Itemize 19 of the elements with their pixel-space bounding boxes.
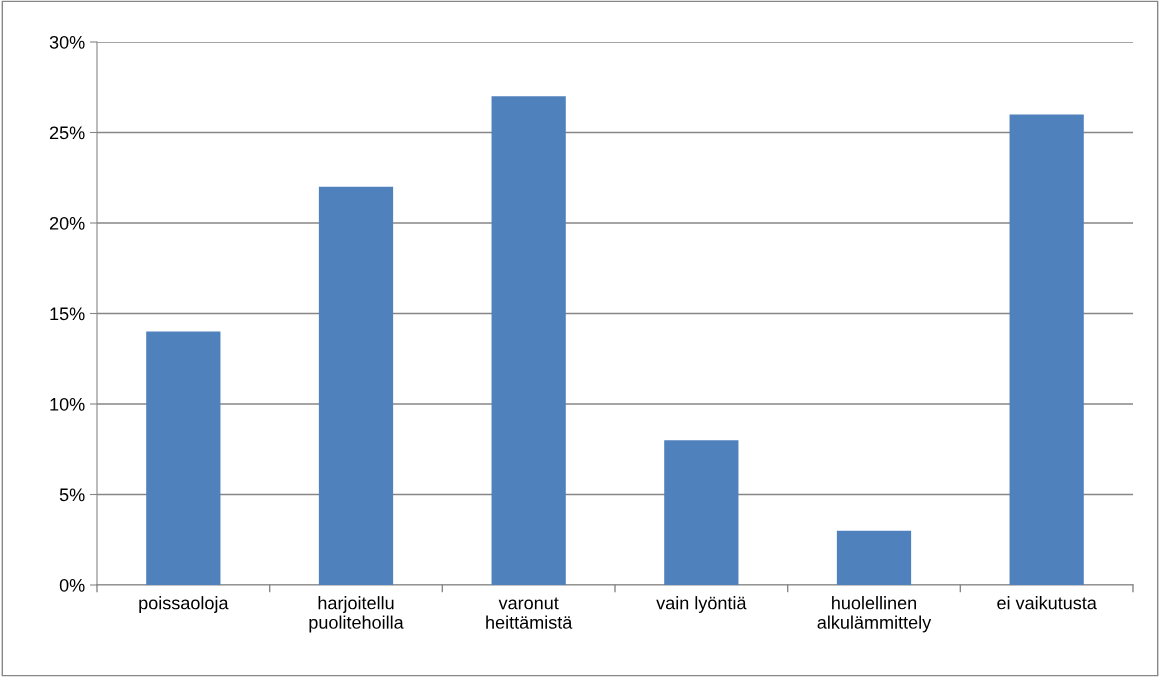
y-tick-label: 30% <box>49 35 85 49</box>
bar <box>1009 114 1084 585</box>
bar <box>318 186 394 585</box>
y-tick-label: 25% <box>49 126 85 140</box>
bar <box>491 96 566 585</box>
y-tick-label: 0% <box>59 578 85 592</box>
bar <box>836 530 912 585</box>
bar <box>664 440 739 585</box>
x-tick-label: poissaoloja <box>139 596 229 613</box>
x-tick-label: huolellinen alkulämmittely <box>817 596 932 633</box>
y-tick-label: 10% <box>50 397 85 411</box>
y-tick-label: 15% <box>50 307 85 321</box>
x-tick-label: vain lyöntiä <box>656 596 747 613</box>
x-tick-label: varonut heittämistä <box>486 597 573 629</box>
x-tick-label: ei vaikutusta <box>997 596 1097 610</box>
x-tick-label: harjoitellu puolitehoilla <box>309 596 404 633</box>
y-tick-label: 5% <box>59 488 85 502</box>
y-tick-label: 20% <box>49 216 85 230</box>
bar <box>146 331 221 585</box>
